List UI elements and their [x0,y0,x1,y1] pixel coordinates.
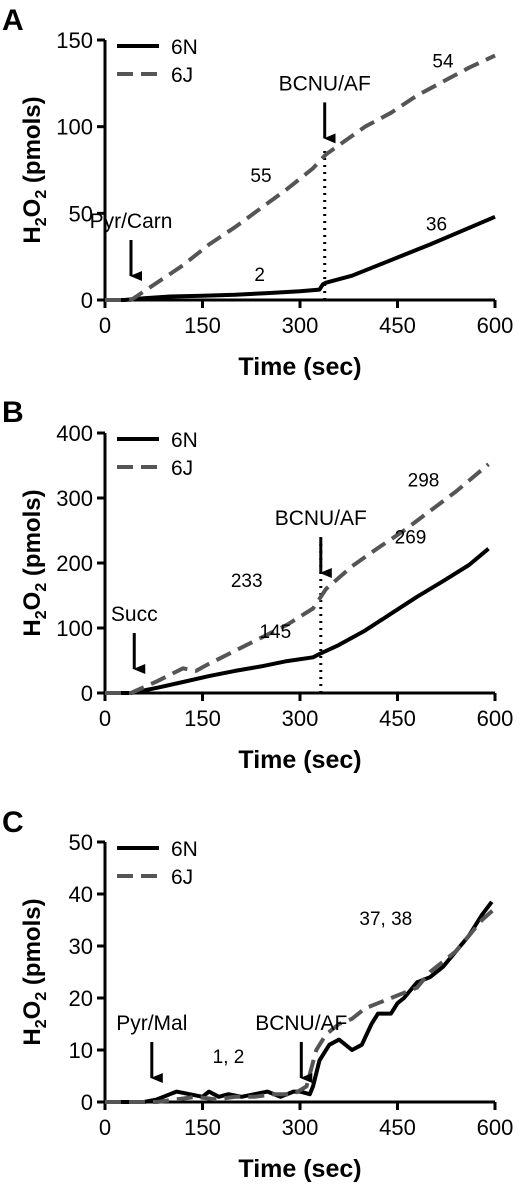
x-tick-label: 150 [184,313,221,338]
y-tick-label: 10 [69,1038,93,1063]
y-axis-label: H2O2 (pmols) [19,898,50,1045]
annotation-value: 269 [395,528,427,549]
series-line-6n [105,547,490,695]
y-axis-label-part: H [19,1028,46,1045]
x-tick-label: 450 [379,1115,416,1140]
y-tick-label: 100 [56,616,93,641]
series-line-6j [105,53,496,302]
y-axis-label-part: (pmols) [19,898,46,991]
x-tick-label: 0 [99,706,111,731]
annotation-label: BCNU/AF [275,507,367,530]
y-axis-label-part: H [19,226,46,243]
x-tick-label: 150 [184,706,221,731]
annotation-value: 1, 2 [213,1047,245,1068]
x-axis-label: Time (sec) [238,746,361,774]
x-axis-label: Time (sec) [238,1155,361,1183]
annotation-label: Pyr/Carn [90,210,173,233]
annotation-label: Pyr/Mal [116,1012,187,1035]
y-tick-label: 50 [69,830,93,855]
annotation-value: 36 [426,215,447,236]
legend-label-6j: 6J [171,457,193,480]
x-tick-label: 0 [99,1115,111,1140]
series-line-6n [105,214,496,302]
x-axis-label: Time (sec) [238,353,361,381]
legend-label-6n: 6N [171,838,198,861]
x-tick-label: 600 [477,706,514,731]
y-axis-label: H2O2 (pmols) [19,489,50,636]
y-axis-label-part: O [19,1001,46,1020]
x-tick-label: 450 [379,706,416,731]
legend-label-6j: 6J [171,866,193,889]
annotation-value: 55 [250,166,271,187]
legend-label-6n: 6N [171,429,198,452]
x-tick-label: 600 [477,313,514,338]
annotation-value: 233 [231,571,263,592]
y-tick-label: 40 [69,882,93,907]
annotation-value: 2 [254,265,265,286]
y-axis-label-part: 2 [33,1019,50,1028]
y-axis-label-part: O [19,199,46,218]
y-axis-label-part: (pmols) [19,96,46,189]
annotation-value: 298 [408,470,440,491]
y-tick-label: 100 [56,115,93,140]
annotation-value: 54 [432,52,454,73]
series-line-6n [105,900,494,1104]
y-tick-label: 200 [56,551,93,576]
x-tick-label: 600 [477,1115,514,1140]
y-tick-label: 0 [81,681,93,706]
panel-letter: C [2,806,24,839]
y-axis-label-part: 2 [33,190,50,199]
y-tick-label: 50 [69,201,93,226]
panel-letter: A [2,4,24,37]
annotation-value: 145 [259,622,291,643]
x-tick-label: 300 [282,706,319,731]
x-tick-label: 300 [282,1115,319,1140]
annotation-label: BCNU/AF [279,72,371,95]
x-tick-label: 300 [282,313,319,338]
y-axis-label-part: 2 [33,217,50,226]
y-tick-label: 30 [69,934,93,959]
y-tick-label: 20 [69,986,93,1011]
y-tick-label: 0 [81,288,93,313]
y-axis-label-part: (pmols) [19,489,46,582]
panel-c: C 0 10 20 30 40 50 0 150 300 450 600 Time (sec) H2O2 … [2,806,513,1183]
y-axis-label-part: 2 [33,610,50,619]
panel-letter: B [2,396,24,429]
y-axis-label: H2O2 (pmols) [19,96,50,243]
x-tick-label: 450 [379,313,416,338]
y-tick-label: 400 [56,421,93,446]
legend-label-6n: 6N [171,36,198,59]
y-axis-label-part: 2 [33,583,50,592]
annotation-label: Succ [111,603,158,626]
annotation-label: BCNU/AF [255,1012,347,1035]
y-axis-label-part: H [19,619,46,636]
x-tick-label: 150 [184,1115,221,1140]
legend-label-6j: 6J [171,64,193,87]
series-line-6j [105,462,490,695]
annotation-value: 37, 38 [359,909,412,930]
y-tick-label: 0 [81,1090,93,1115]
y-tick-label: 300 [56,486,93,511]
y-axis-label-part: O [19,592,46,611]
x-tick-label: 0 [99,313,111,338]
y-axis-label-part: 2 [33,992,50,1001]
series-line-6j [105,908,496,1104]
y-tick-label: 150 [56,28,93,53]
